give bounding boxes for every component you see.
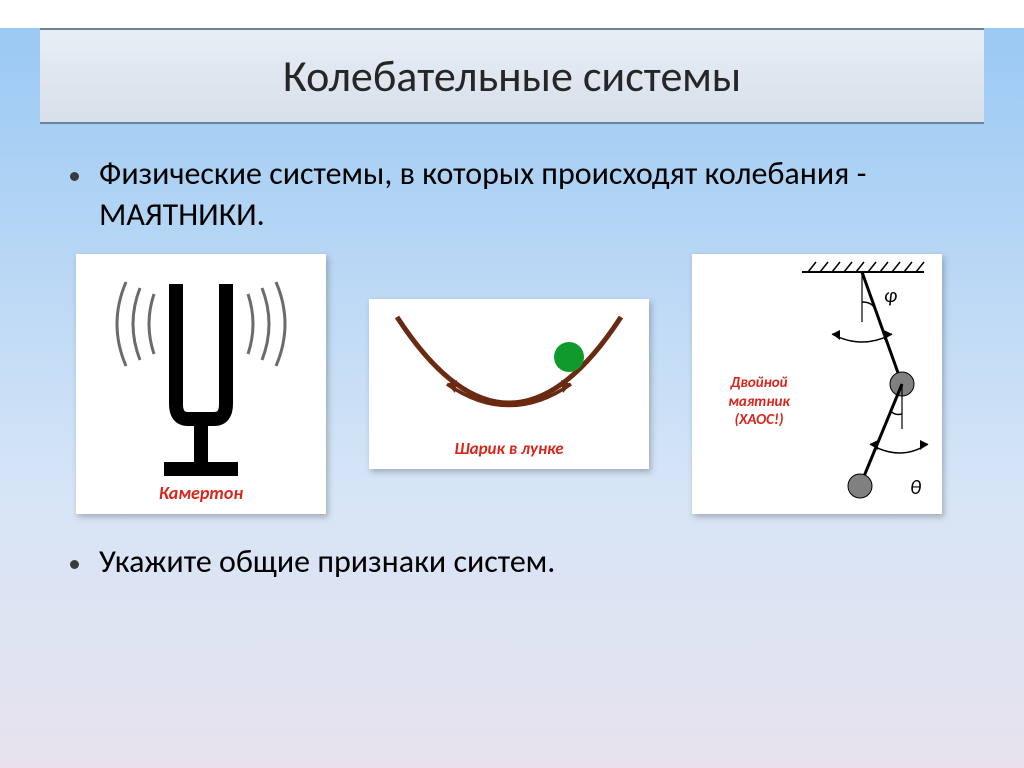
bullet-text: Физические системы, в которых происходят… [99, 154, 954, 236]
bullet-dot-icon [70, 560, 79, 569]
slide: Колебательные системы Физические системы… [0, 28, 1024, 768]
slide-title: Колебательные системы [283, 49, 741, 103]
angle-phi-label: φ [884, 284, 897, 308]
bullet-2: Укажите общие признаки систем. [70, 542, 954, 583]
ball-in-hole-caption: Шарик в лунке [369, 438, 649, 459]
diagram-double-pendulum: φ θ [692, 254, 942, 514]
tuning-fork-caption: Камертон [76, 482, 326, 504]
double-pendulum-caption: Двойной маятник (ХАОС!) [704, 374, 814, 430]
title-bar: Колебательные системы [40, 28, 984, 124]
diagram-row: Камертон Шарик в лунке [70, 254, 954, 514]
diagram-ball-in-hole: Шарик в лунке [369, 299, 649, 469]
bullet-text: Укажите общие признаки систем. [99, 542, 555, 583]
diagram-tuning-fork: Камертон [76, 254, 326, 514]
bullet-1: Физические системы, в которых происходят… [70, 154, 954, 236]
angle-theta-label: θ [910, 476, 921, 500]
bullet-dot-icon [70, 172, 79, 181]
content-area: Физические системы, в которых происходят… [0, 124, 1024, 583]
tuning-fork-svg [76, 254, 326, 514]
